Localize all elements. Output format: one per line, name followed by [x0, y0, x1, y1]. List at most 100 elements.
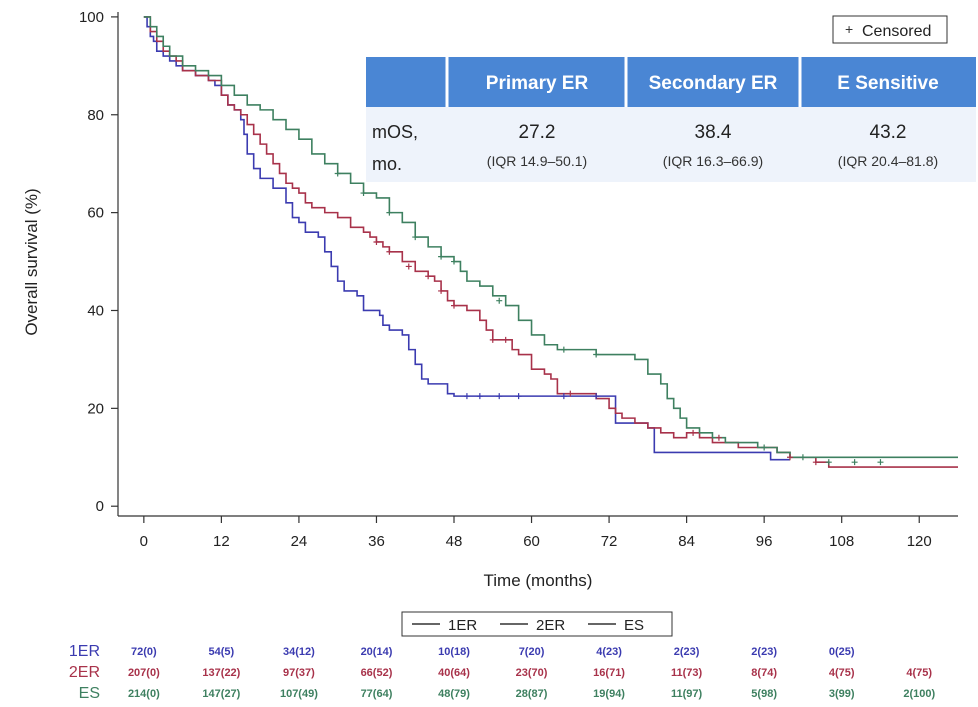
censor-mark-es [360, 190, 367, 197]
table-row-label-1: mOS, [372, 122, 418, 142]
censor-mark-es [438, 253, 445, 260]
y-tick-label: 80 [87, 107, 104, 124]
x-ticks: 0 12 24 36 48 60 72 84 96 108 120 [140, 516, 932, 550]
x-tick-label: 24 [291, 533, 308, 550]
y-tick-label: 0 [96, 498, 104, 515]
table-row-label-2: mo. [372, 154, 402, 174]
censor-mark-2er [502, 336, 509, 343]
mos-primary-er: 27.2 [519, 122, 556, 143]
x-tick-label: 12 [213, 533, 230, 550]
censor-mark-es [877, 459, 884, 466]
risk-row-label: 1ER [69, 643, 100, 660]
table-header-secondary-er: Secondary ER [649, 73, 778, 94]
censor-mark-2er [787, 454, 793, 461]
risk-cell: 20(14) [361, 646, 393, 658]
risk-cell: 34(12) [283, 646, 315, 658]
mos-table: Primary ER Secondary ER E Sensitive mOS,… [366, 57, 976, 182]
y-tick-label: 20 [87, 400, 104, 417]
table-header-primary-er: Primary ER [486, 73, 589, 94]
curve-es [143, 16, 958, 459]
censor-mark-es [825, 459, 832, 466]
table-header-e-sensitive: E Sensitive [837, 73, 938, 94]
censor-mark-es [412, 234, 419, 241]
x-tick-label: 0 [140, 533, 148, 550]
risk-cell: 77(64) [361, 688, 393, 700]
x-tick-label: 48 [446, 533, 463, 550]
risk-cell: 23(70) [516, 667, 548, 679]
x-tick-label: 108 [829, 533, 854, 550]
censor-mark-1er [463, 393, 470, 400]
x-tick-label: 120 [907, 533, 932, 550]
censor-mark-2er [438, 287, 445, 294]
risk-cell: 48(79) [438, 688, 470, 700]
mos-secondary-er: 38.4 [695, 122, 732, 143]
censor-mark-2er [812, 459, 819, 466]
risk-cell: 11(73) [671, 667, 703, 679]
censored-legend: + Censored [832, 15, 948, 44]
y-tick-label: 40 [87, 302, 104, 319]
risk-cell: 107(49) [280, 688, 318, 700]
censor-mark-2er [425, 273, 432, 280]
risk-cell: 19(94) [593, 688, 625, 700]
risk-cell: 72(0) [131, 646, 157, 658]
risk-cell: 10(18) [438, 646, 470, 658]
y-tick-label: 60 [87, 205, 104, 222]
censored-label: Censored [862, 23, 931, 40]
risk-cell: 40(64) [438, 667, 470, 679]
censor-mark-1er [476, 393, 483, 400]
censor-mark-2er [405, 263, 412, 270]
risk-cell: 4(75) [829, 667, 855, 679]
censor-mark-1er [496, 393, 503, 400]
x-tick-label: 72 [601, 533, 618, 550]
censor-mark-2er [373, 238, 380, 245]
risk-cell: 2(23) [751, 646, 777, 658]
risk-row-label: 2ER [69, 664, 100, 681]
y-ticks: 0 20 40 60 80 100 [79, 9, 118, 515]
risk-cell: 4(75) [906, 667, 932, 679]
risk-cell: 3(99) [829, 688, 855, 700]
censor-mark-1er [515, 393, 522, 400]
censor-mark-es [799, 454, 806, 461]
risk-cell: 2(100) [903, 688, 935, 700]
censor-mark-es [334, 170, 341, 177]
risk-cell: 2(23) [674, 646, 700, 658]
legend-es: ES [624, 617, 644, 634]
censor-mark-2er [690, 429, 697, 436]
censor-symbol: + [845, 21, 853, 37]
legend-1er: 1ER [448, 617, 477, 634]
series-legend: 1ER 2ER ES [401, 611, 673, 637]
censor-mark-2er [567, 390, 574, 397]
iqr-secondary-er: (IQR 16.3–66.9) [663, 153, 763, 169]
risk-cell: 207(0) [128, 667, 160, 679]
y-axis-title: Overall survival (%) [22, 188, 41, 335]
survival-curves [143, 16, 958, 468]
table-header-bg [366, 57, 976, 107]
axes [117, 12, 958, 517]
table-body-bg [366, 107, 976, 182]
censor-mark-2er [489, 336, 496, 343]
censor-mark-es [593, 351, 600, 358]
risk-cell: 7(20) [519, 646, 545, 658]
censor-mark-es [761, 444, 768, 451]
risk-cell: 214(0) [128, 688, 160, 700]
x-tick-label: 96 [756, 533, 773, 550]
x-tick-label: 36 [368, 533, 385, 550]
risk-cell: 4(23) [596, 646, 622, 658]
risk-cell: 28(87) [516, 688, 548, 700]
x-axis-title: Time (months) [484, 571, 593, 590]
curve-2er [143, 16, 958, 468]
x-tick-label: 84 [678, 533, 695, 550]
risk-cell: 147(27) [202, 688, 240, 700]
iqr-primary-er: (IQR 14.9–50.1) [487, 153, 587, 169]
risk-cell: 97(37) [283, 667, 315, 679]
censor-mark-es [560, 346, 567, 353]
censor-mark-2er [386, 248, 393, 255]
censor-marks [334, 170, 884, 466]
risk-cell: 8(74) [751, 667, 777, 679]
risk-cell: 66(52) [361, 667, 393, 679]
y-tick-label: 100 [79, 9, 104, 26]
censor-mark-es [386, 209, 393, 216]
legend-2er: 2ER [536, 617, 565, 634]
censor-mark-1er [560, 393, 567, 400]
